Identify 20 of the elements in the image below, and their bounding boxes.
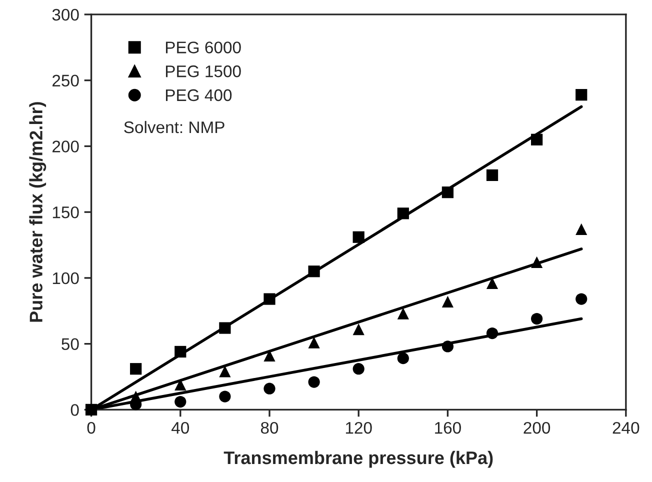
y-tick-label: 50 — [62, 338, 79, 350]
x-tick-label: 160 — [435, 422, 461, 434]
x-tick-label: 120 — [346, 422, 372, 434]
y-tick-label: 300 — [52, 8, 79, 21]
y-tick-label: 250 — [52, 74, 79, 87]
legend-label: PEG 1500 — [166, 65, 241, 78]
x-tick-label: 80 — [260, 422, 278, 434]
x-tick-label: 0 — [87, 422, 96, 434]
y-tick-label: 100 — [52, 272, 79, 284]
y-tick-label: 0 — [70, 404, 79, 416]
annotation: Solvent: NMP — [124, 120, 224, 134]
y-axis-title: Pure water flux (kg/m2.hr) — [29, 102, 46, 322]
x-tick-label: 40 — [172, 422, 190, 434]
legend-label: PEG 6000 — [166, 42, 241, 54]
y-tick-label: 150 — [52, 206, 79, 218]
x-tick-label: 200 — [524, 422, 550, 434]
x-axis-title: Transmembrane pressure (kPa) — [224, 450, 493, 468]
y-tick-label: 200 — [52, 140, 79, 152]
x-tick-label: 240 — [612, 422, 640, 434]
legend-label: PEG 400 — [166, 89, 232, 102]
